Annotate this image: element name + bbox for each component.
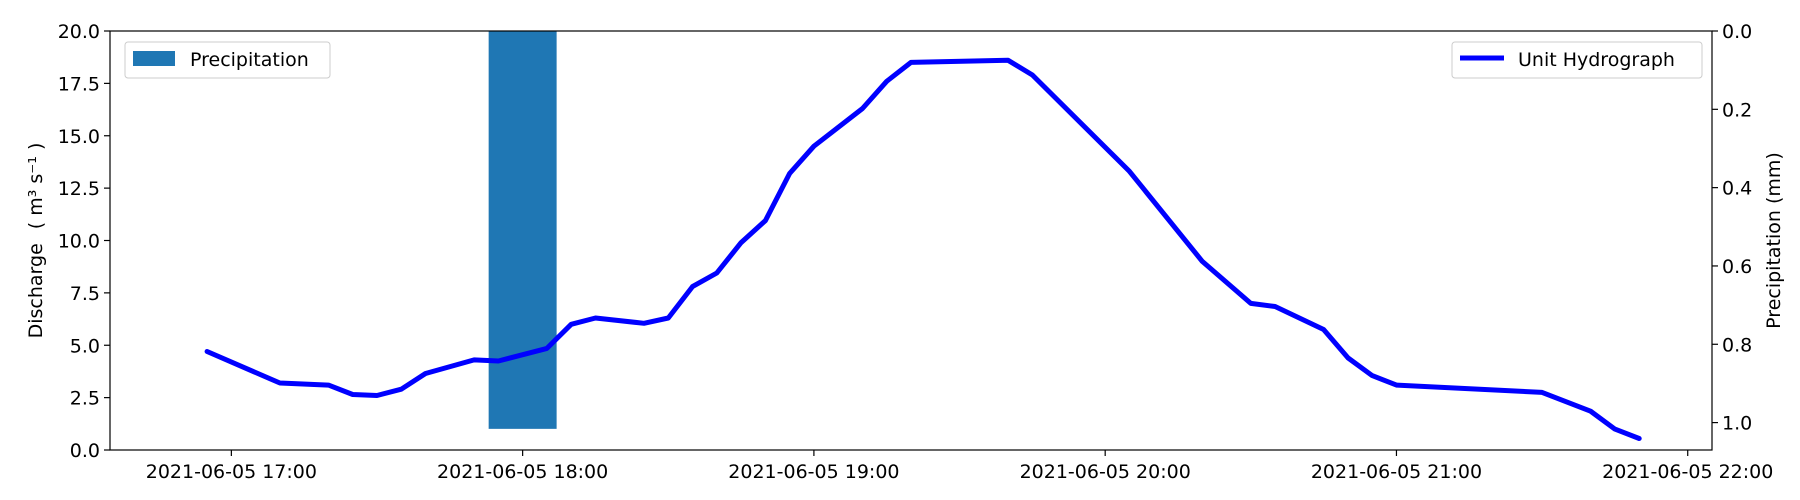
y-left-tick-label: 20.0: [58, 21, 100, 43]
x-tick-label: 2021-06-05 20:00: [1020, 461, 1191, 483]
y-right-tick-label: 1.0: [1722, 413, 1752, 435]
y-right-tick-label: 0.2: [1722, 99, 1752, 121]
precipitation-bar: [488, 31, 557, 429]
y-right-tick-label: 0.8: [1722, 334, 1752, 356]
legend-swatch-precipitation: [133, 51, 175, 66]
y-left-tick-label: 17.5: [58, 73, 100, 95]
y-axis-right: 0.0 0.2 0.4 0.6 0.8 1.0: [1712, 21, 1752, 435]
hydrograph-line: [204, 57, 1642, 441]
legend-hydrograph: Unit Hydrograph: [1451, 41, 1703, 79]
x-tick-label: 2021-06-05 22:00: [1602, 461, 1773, 483]
y-axis-right-title: Precipitation (mm): [1763, 152, 1785, 329]
x-tick-label: 2021-06-05 18:00: [437, 461, 608, 483]
y-axis-left: 0.0 2.5 5.0 7.5 10.0 12.5 15.0 17.5 20.0: [58, 21, 110, 462]
y-left-tick-label: 0.0: [70, 440, 100, 462]
y-left-tick-label: 12.5: [58, 178, 100, 200]
legend-label-precipitation: Precipitation: [190, 49, 309, 71]
y-left-tick-label: 15.0: [58, 126, 100, 148]
y-right-tick-label: 0.4: [1722, 178, 1752, 200]
legend-label-hydrograph: Unit Hydrograph: [1518, 49, 1675, 71]
legend-precipitation: Precipitation: [124, 41, 331, 79]
x-axis: 2021-06-05 17:00 2021-06-05 18:00 2021-06-…: [146, 450, 1773, 483]
y-axis-left-title: Discharge( m³ s⁻¹ ): [25, 143, 47, 339]
x-tick-label: 2021-06-05 21:00: [1311, 461, 1482, 483]
y-right-tick-label: 0.0: [1722, 21, 1752, 43]
x-tick-label: 2021-06-05 17:00: [146, 461, 317, 483]
precipitation-bars: [488, 31, 557, 429]
y-left-tick-label: 7.5: [70, 283, 100, 305]
y-left-tick-label: 5.0: [70, 335, 100, 357]
y-left-tick-label: 2.5: [70, 388, 100, 410]
y-left-tick-label: 10.0: [58, 231, 100, 253]
x-tick-label: 2021-06-05 19:00: [728, 461, 899, 483]
hydrograph-line-layer: [204, 57, 1642, 441]
legend-box: [1451, 41, 1703, 79]
y-right-tick-label: 0.6: [1722, 256, 1752, 278]
legend-box: [124, 41, 331, 79]
